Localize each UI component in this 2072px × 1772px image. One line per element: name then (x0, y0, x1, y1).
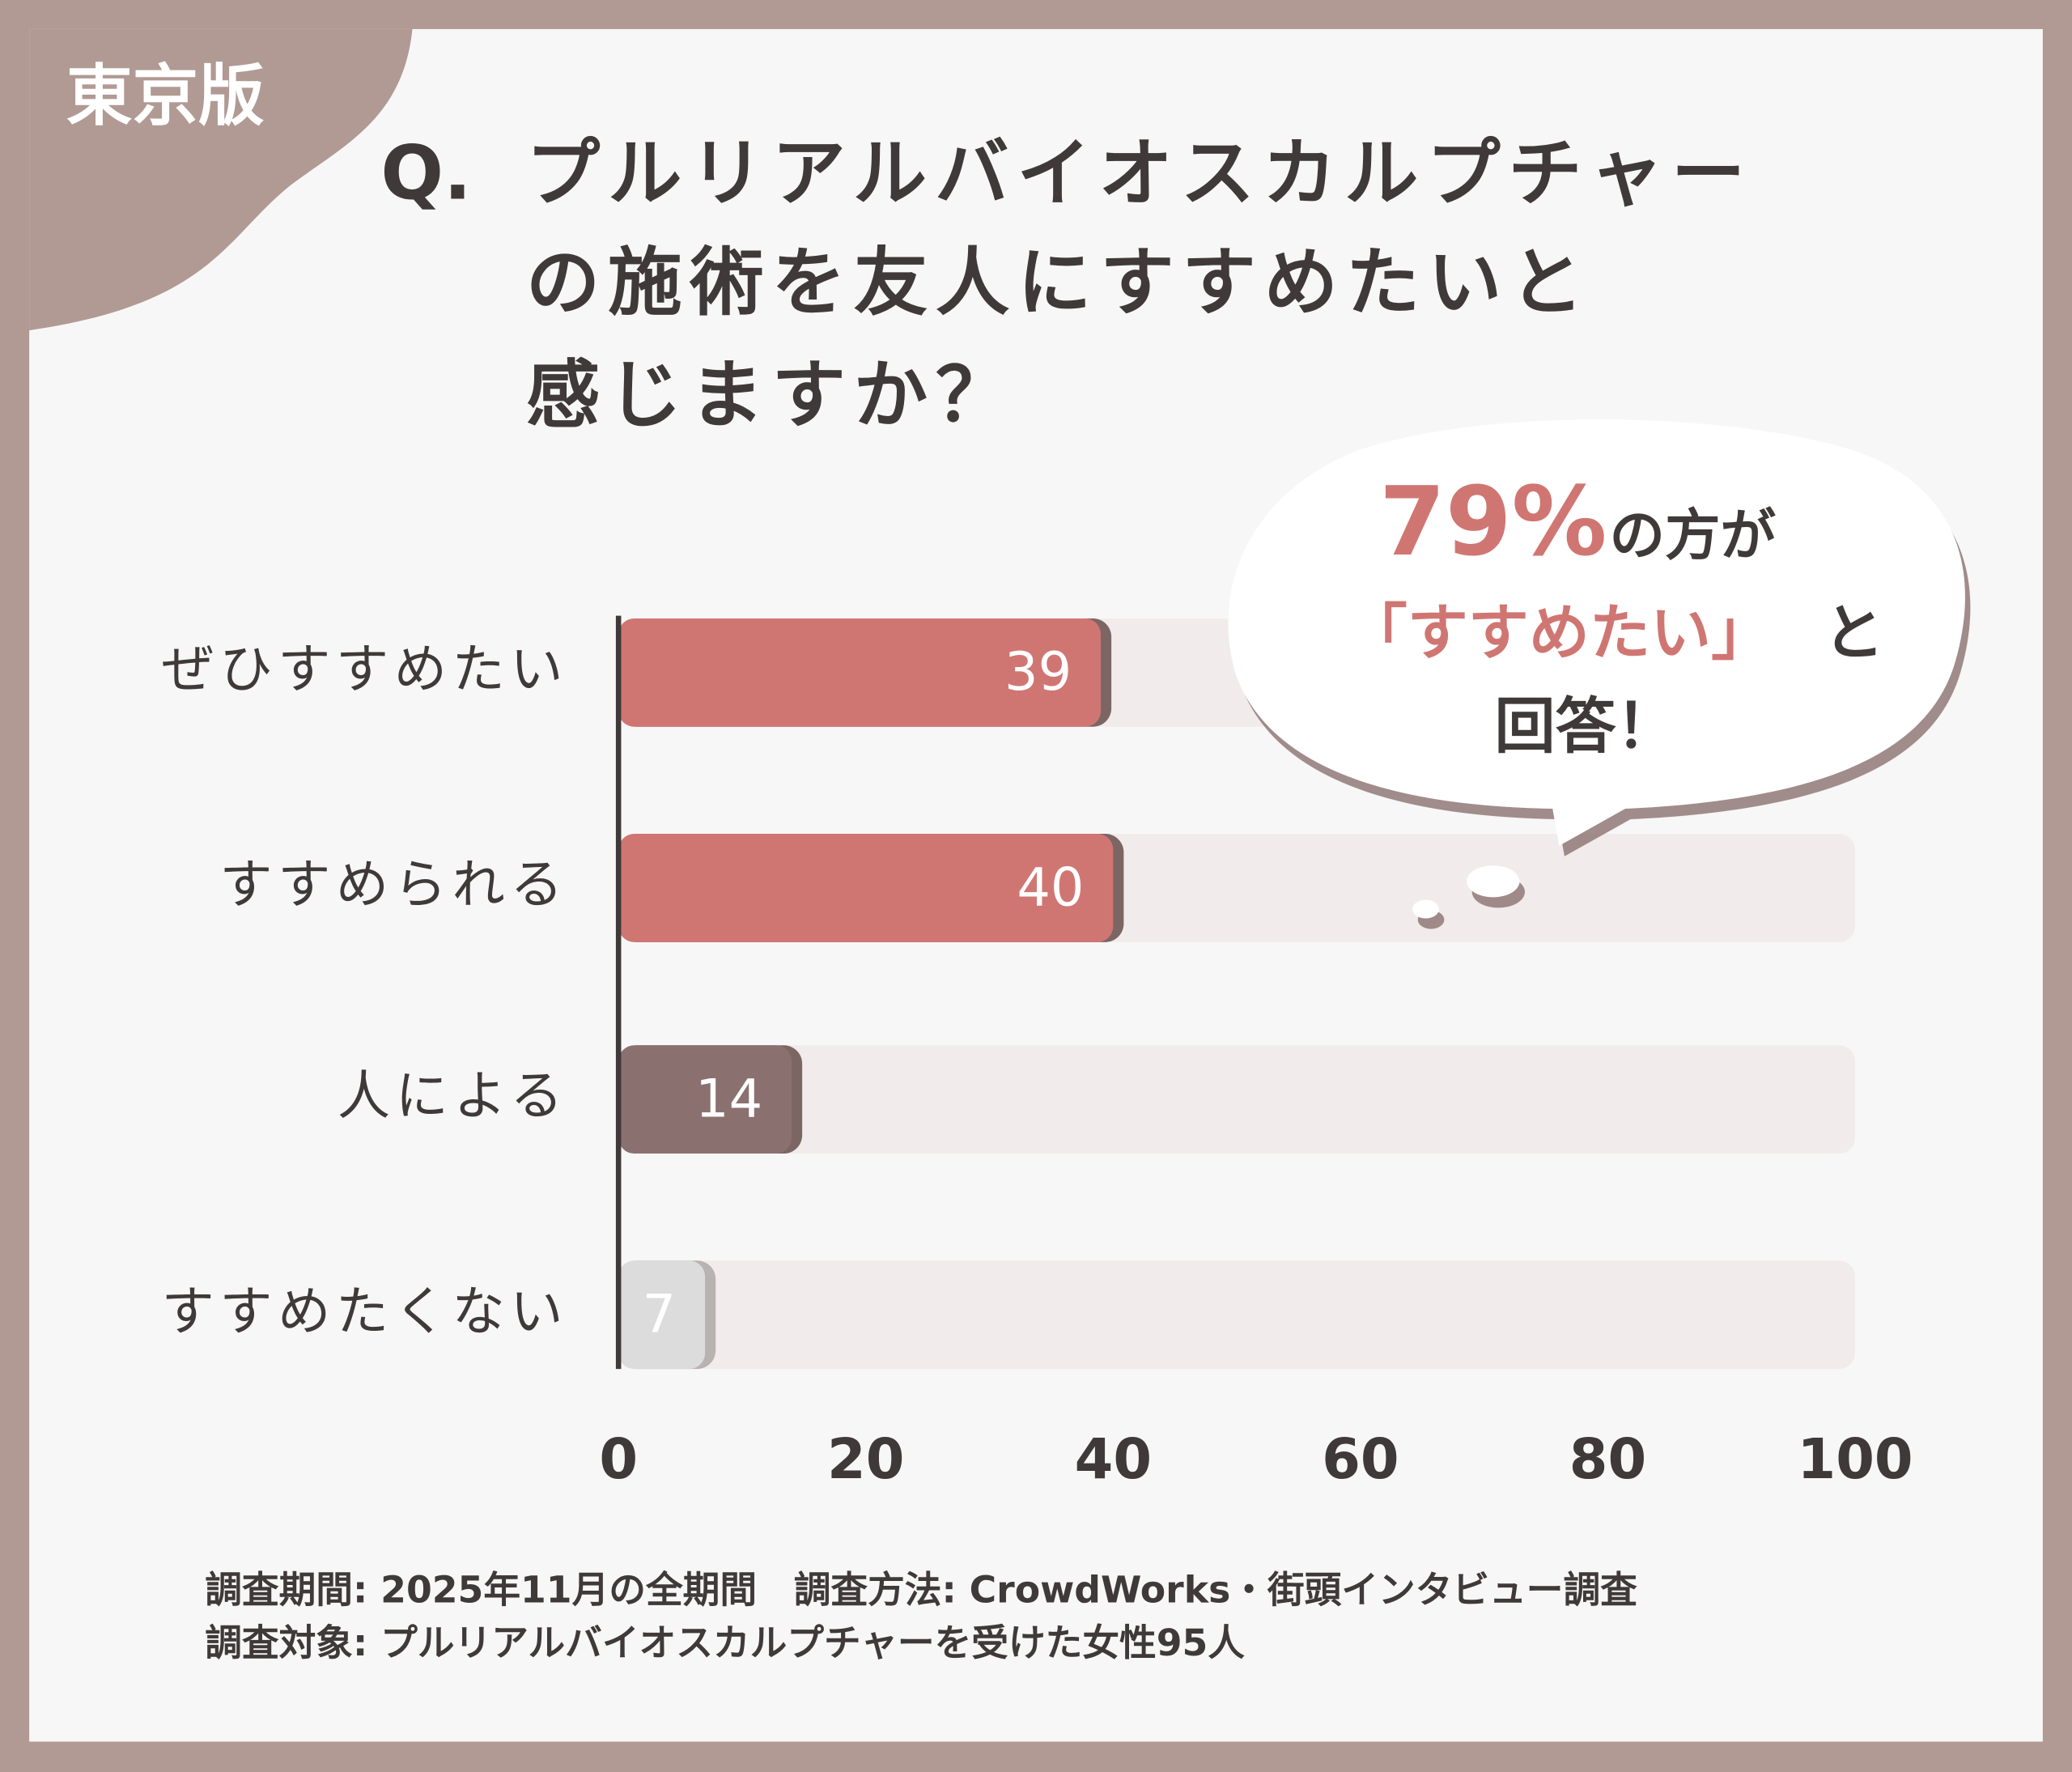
question-prefix: Q. (380, 130, 471, 216)
badge-shape (29, 28, 413, 331)
value-label: 7 (643, 1284, 677, 1345)
bar (618, 834, 1114, 942)
category-label: ぜひすすめたい (161, 639, 568, 700)
callout-text: 回答！ (1494, 691, 1676, 762)
callout-bubble (1228, 419, 1965, 919)
category-label: 人による (338, 1065, 568, 1127)
x-tick-label: 80 (1569, 1427, 1646, 1492)
x-tick-label: 20 (827, 1427, 904, 1492)
footer: 調査期間: 2025年11月の全期間 調査方法: CrowdWorks・街頭イン… (205, 1568, 1637, 1611)
value-label: 39 (1004, 641, 1072, 703)
title: の施術を友人にすすめたいと (526, 240, 1592, 326)
value-label: 14 (695, 1068, 762, 1129)
footer: 調査対象: プルリアルバイオスカルプチャーを受けた女性95人 (205, 1621, 1245, 1664)
bar-track (618, 1260, 1856, 1370)
x-tick-label: 40 (1075, 1427, 1152, 1492)
category-label: すすめたくない (161, 1281, 568, 1342)
badge: 東京版 (66, 58, 265, 135)
bar-track (618, 1045, 1856, 1154)
title: 感じますか？ (526, 351, 1017, 438)
bar (618, 1260, 706, 1370)
callout-text: と (1824, 597, 1884, 668)
bar (618, 618, 1102, 727)
x-tick-label: 0 (599, 1427, 638, 1492)
callout-highlight: 79% (1379, 466, 1607, 577)
x-tick-label: 60 (1322, 1427, 1399, 1492)
callout-text: の方が (1609, 504, 1776, 568)
callout-quote: 「すすめたい」 (1347, 597, 1773, 668)
title: プルリアルバイオスカルプチャー (526, 130, 1753, 216)
category-label: すすめられる (219, 854, 568, 916)
bar (618, 1045, 792, 1154)
x-tick-label: 100 (1798, 1427, 1913, 1492)
value-label: 40 (1017, 856, 1084, 918)
